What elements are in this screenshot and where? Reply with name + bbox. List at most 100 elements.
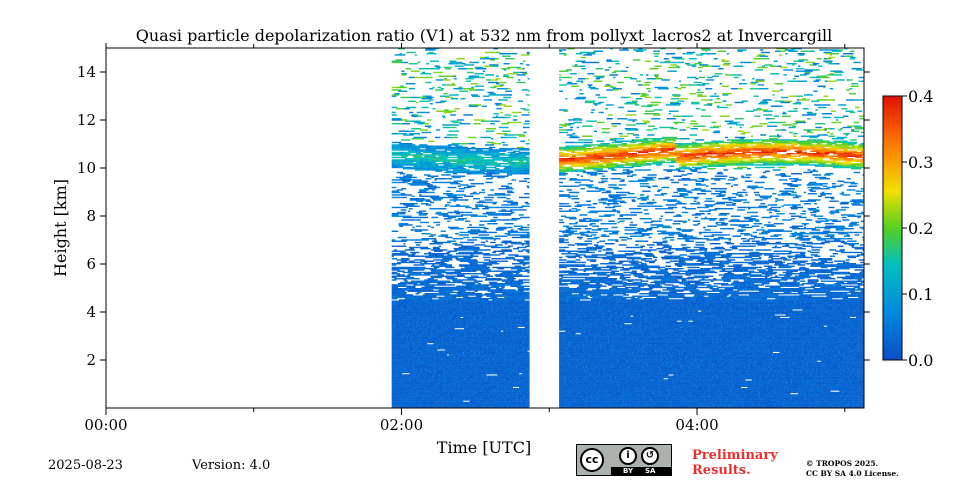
heatmap-cell <box>487 375 497 377</box>
heatmap-cell <box>410 406 421 409</box>
heatmap-cell <box>781 115 791 117</box>
heatmap-cell <box>495 275 504 277</box>
heatmap-cell <box>719 83 723 85</box>
heatmap-cell <box>490 246 495 249</box>
heatmap-cell <box>754 143 758 145</box>
heatmap-cell <box>431 164 436 166</box>
heatmap-cell <box>517 330 528 332</box>
heatmap-cell <box>479 350 490 352</box>
heatmap-cell <box>487 386 498 389</box>
heatmap-cell <box>417 296 423 299</box>
heatmap-cell <box>452 351 464 354</box>
heatmap-cell <box>720 146 726 149</box>
heatmap-cell <box>508 254 519 256</box>
heatmap-cell <box>494 360 505 362</box>
heatmap-cell <box>439 95 450 97</box>
heatmap-cell <box>411 181 422 184</box>
heatmap-cell <box>452 243 458 245</box>
heatmap-row <box>391 86 497 89</box>
heatmap-cell <box>434 254 441 256</box>
heatmap-cell <box>478 366 487 369</box>
heatmap-row <box>401 74 526 76</box>
heatmap-cell <box>447 401 456 404</box>
heatmap-cell <box>416 346 419 349</box>
heatmap-cell <box>511 326 516 329</box>
heatmap-cell <box>391 329 403 331</box>
heatmap-cell <box>499 163 504 165</box>
heatmap-cell <box>492 391 496 394</box>
heatmap-cell <box>402 196 407 199</box>
heatmap-cell <box>401 398 412 400</box>
heatmap-cell <box>403 374 414 376</box>
heatmap-cell <box>427 301 434 304</box>
heatmap-cell <box>451 299 457 301</box>
heatmap-cell <box>526 321 530 324</box>
heatmap-cell <box>813 141 820 144</box>
heatmap-cell <box>468 104 472 106</box>
heatmap-cell <box>516 321 527 324</box>
heatmap-cell <box>398 90 408 92</box>
heatmap-cell <box>509 319 517 321</box>
heatmap-cell <box>654 96 662 99</box>
heatmap-cell <box>408 145 411 147</box>
heatmap-row <box>431 265 530 267</box>
heatmap-cell <box>429 99 434 101</box>
heatmap-cell <box>522 366 527 369</box>
heatmap-cell <box>559 74 562 76</box>
heatmap-cell <box>435 170 443 172</box>
heatmap-cell <box>798 54 805 56</box>
heatmap-cell <box>768 121 779 124</box>
heatmap-cell <box>451 353 457 355</box>
heatmap-cell <box>474 249 483 251</box>
heatmap-cell <box>492 403 501 405</box>
heatmap-cell <box>849 143 857 145</box>
heatmap-cell <box>775 149 787 151</box>
heatmap-cell <box>478 200 485 202</box>
heatmap-cell <box>391 364 398 366</box>
heatmap-cell <box>495 353 506 355</box>
heatmap-row <box>391 353 530 355</box>
heatmap-cell <box>751 135 754 137</box>
heatmap-cell <box>432 324 442 326</box>
heatmap-cell <box>741 100 748 102</box>
heatmap-cell <box>420 355 426 357</box>
heatmap-cell <box>497 298 504 300</box>
heatmap-cell <box>456 58 465 60</box>
heatmap-cell <box>433 366 441 369</box>
heatmap-cell <box>522 73 528 75</box>
heatmap-cell <box>709 144 713 146</box>
heatmap-cell <box>419 100 431 102</box>
heatmap-cell <box>444 280 451 282</box>
heatmap-cell <box>559 70 569 72</box>
heatmap-cell <box>502 160 510 162</box>
heatmap-cell <box>443 259 453 261</box>
heatmap-cell <box>490 339 494 341</box>
heatmap-cell <box>474 150 482 152</box>
heatmap-cell <box>502 303 514 305</box>
heatmap-cell <box>516 369 524 371</box>
heatmap-cell <box>510 165 522 167</box>
heatmap-cell <box>419 303 430 305</box>
heatmap-cell <box>575 151 581 154</box>
heatmap-cell <box>434 389 437 391</box>
heatmap-cell <box>421 131 432 134</box>
heatmap-row <box>391 324 530 326</box>
heatmap-cell <box>469 224 472 226</box>
heatmap-cell <box>511 293 517 295</box>
heatmap-cell <box>483 405 492 407</box>
heatmap-row <box>391 326 530 329</box>
heatmap-cell <box>444 256 454 259</box>
heatmap-cell <box>423 331 426 334</box>
heatmap-cell <box>459 354 464 356</box>
heatmap-cell <box>524 346 530 349</box>
heatmap-cell <box>484 319 494 321</box>
heatmap-cell <box>470 330 473 332</box>
heatmap-cell <box>519 290 524 292</box>
heatmap-cell <box>391 306 395 309</box>
heatmap-cell <box>391 404 396 406</box>
heatmap-cell <box>457 146 468 149</box>
heatmap-cell <box>505 294 515 296</box>
heatmap-cell <box>405 348 410 350</box>
heatmap-cell <box>418 313 425 315</box>
heatmap-cell <box>459 356 465 359</box>
